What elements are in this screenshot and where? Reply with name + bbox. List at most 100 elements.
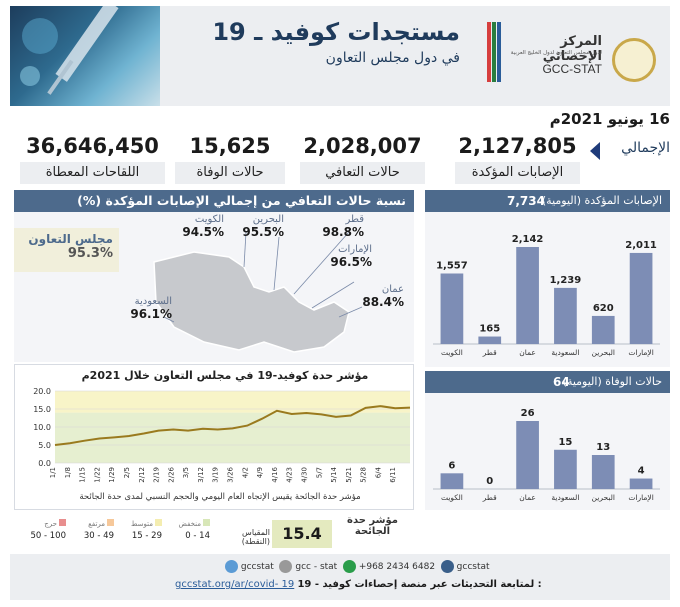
daily-confirmed-total: 7,734 <box>507 194 545 208</box>
country-value: 96.1% <box>130 307 172 321</box>
country-value: 94.5% <box>182 225 224 239</box>
virus-vaccine-image <box>10 6 160 106</box>
bar <box>516 421 539 489</box>
uae-recovery: الإمارات 96.5% <box>322 244 372 269</box>
totals-label: الإجمالي <box>621 140 670 156</box>
total-confirmed-label: الإصابات المؤكدة <box>455 162 580 184</box>
y-tick-label: 0.0 <box>38 459 51 468</box>
bar <box>629 252 653 344</box>
bar <box>629 478 653 489</box>
bar <box>591 315 615 344</box>
x-tick-label: 2/12 <box>138 467 146 483</box>
total-deaths-label: حالات الوفاة <box>175 162 285 184</box>
x-tick-label: 6/11 <box>389 467 397 483</box>
footer-handle[interactable]: gccstat <box>456 562 490 572</box>
severity-band <box>55 391 410 413</box>
severity-index-panel: مؤشر حدة كوفيد-19 في مجلس التعاون خلال 2… <box>14 364 414 510</box>
category-label: السعودية <box>551 493 579 502</box>
totals-label-box: الإجمالي <box>590 140 670 162</box>
bar <box>554 449 577 489</box>
x-tick-label: 1/22 <box>93 467 101 483</box>
scale-range: 50 - 100 <box>30 531 66 541</box>
daily-deaths-title: حالات الوفاة (اليومية) <box>562 375 662 388</box>
twitter-icon[interactable] <box>225 560 238 573</box>
index-scale-legend: منخفض 0 - 14 متوسط 15 - 29 مرتفع 30 - 49… <box>20 519 210 549</box>
bar <box>554 287 577 344</box>
saudi-recovery: السعودية 96.1% <box>114 296 172 321</box>
total-deaths-value: 15,625 <box>189 134 271 158</box>
x-tick-label: 2/5 <box>123 467 131 478</box>
y-tick-label: 10.0 <box>33 423 51 432</box>
category-label: قطر <box>482 348 497 357</box>
category-label: السعودية <box>551 348 579 357</box>
total-recovered-label: حالات التعافي <box>300 162 425 184</box>
category-label: الإمارات <box>628 348 653 357</box>
x-tick-label: 3/26 <box>227 466 235 482</box>
x-tick-label: 6/4 <box>374 466 382 478</box>
daily-confirmed-chart: 2,011 الإمارات 620 البحرين 1,239 السعودية 2,14… <box>433 234 660 357</box>
footer-link-row: gccstat.org/ar/covid- 19 لمتابعة التحديث… <box>175 579 542 590</box>
org-name-ar-sub: لدول مجلس التعاون لدول الخليج العربية <box>510 50 602 56</box>
bar-value-label: 13 <box>596 442 610 453</box>
total-confirmed-value: 2,127,805 <box>458 134 577 158</box>
country-name: قطر <box>345 214 364 225</box>
category-label: البحرين <box>592 493 615 502</box>
x-tick-label: 4/30 <box>300 467 308 483</box>
x-tick-label: 1/15 <box>79 467 87 483</box>
total-recovered-value: 2,028,007 <box>303 134 422 158</box>
bar <box>591 455 615 489</box>
total-vaccines-value: 36,646,450 <box>26 134 159 158</box>
category-label: عمان <box>519 348 536 357</box>
scale-name: متوسط <box>131 520 153 528</box>
web-handle[interactable]: gcc - stat <box>295 562 338 572</box>
country-name: الإمارات <box>338 244 372 255</box>
twitter-handle[interactable]: gccstat <box>240 562 274 572</box>
flag-stripe-green <box>492 22 496 82</box>
covid-platform-link[interactable]: gccstat.org/ar/covid- 19 <box>175 579 295 590</box>
severity-index-line <box>54 405 411 446</box>
country-name: الكويت <box>194 214 224 225</box>
daily-deaths-panel: 4 الإمارات 13 البحرين 15 السعودية 26 عمان 0 قطر 6 ا… <box>425 393 670 510</box>
report-date: 16 يونيو 2021م <box>549 110 670 128</box>
gcc-recovery-label: مجلس التعاون <box>28 232 113 246</box>
x-tick-label: 2/26 <box>167 466 175 482</box>
category-label: الكويت <box>441 348 463 357</box>
syringe-icon <box>20 6 119 95</box>
x-tick-label: 2/19 <box>153 467 161 483</box>
high-swatch <box>107 519 114 526</box>
x-tick-label: 4/2 <box>241 467 249 478</box>
gcc-recovery-value: 95.3% <box>67 246 113 261</box>
country-value: 96.5% <box>330 255 372 269</box>
bar-value-label: 2,142 <box>512 234 544 245</box>
x-tick-label: 4/23 <box>286 467 294 483</box>
footer-contacts: gccstat gcc - stat +968 2434 6482 gccsta… <box>225 560 490 574</box>
scale-critical: حرج 50 - 100 <box>20 519 66 541</box>
arrow-left-icon <box>590 142 600 160</box>
bar-value-label: 15 <box>558 437 572 448</box>
phone-number[interactable]: +968 2434 6482 <box>358 562 436 572</box>
daily-deaths-total: 64 <box>553 375 570 389</box>
country-value: 95.5% <box>242 225 284 239</box>
whatsapp-icon[interactable] <box>342 560 356 573</box>
country-value: 98.8% <box>322 225 364 239</box>
org-name-en: GCC-STAT <box>542 62 602 76</box>
total-vaccines-label: اللقاحات المعطاة <box>20 162 165 184</box>
web-icon[interactable] <box>279 560 293 573</box>
page-subtitle: في دول مجلس التعاون <box>325 50 460 66</box>
x-tick-label: 3/5 <box>182 467 190 478</box>
recovery-panel-title: نسبة حالات التعافي من إجمالي الإصابات ال… <box>14 190 414 212</box>
footer-note: لمتابعة التحديثات عبر منصة إحصاءات كوفيد… <box>297 579 542 590</box>
critical-swatch <box>59 519 66 526</box>
flag-stripe-blue <box>497 22 501 82</box>
gcc-stat-icon <box>440 560 454 573</box>
daily-deaths-header: حالات الوفاة (اليومية) 64 <box>425 371 670 393</box>
footer: gccstat gcc - stat +968 2434 6482 gccsta… <box>10 554 670 600</box>
country-name: البحرين <box>252 214 284 225</box>
bar-value-label: 1,557 <box>436 260 468 271</box>
x-tick-label: 1/8 <box>64 467 72 478</box>
scale-medium: متوسط 15 - 29 <box>118 519 162 541</box>
scale-name: منخفض <box>178 520 202 528</box>
org-name-ar: المركز الإحصائي <box>542 34 602 64</box>
country-name: السعودية <box>134 296 172 307</box>
y-tick-label: 20.0 <box>33 387 51 396</box>
